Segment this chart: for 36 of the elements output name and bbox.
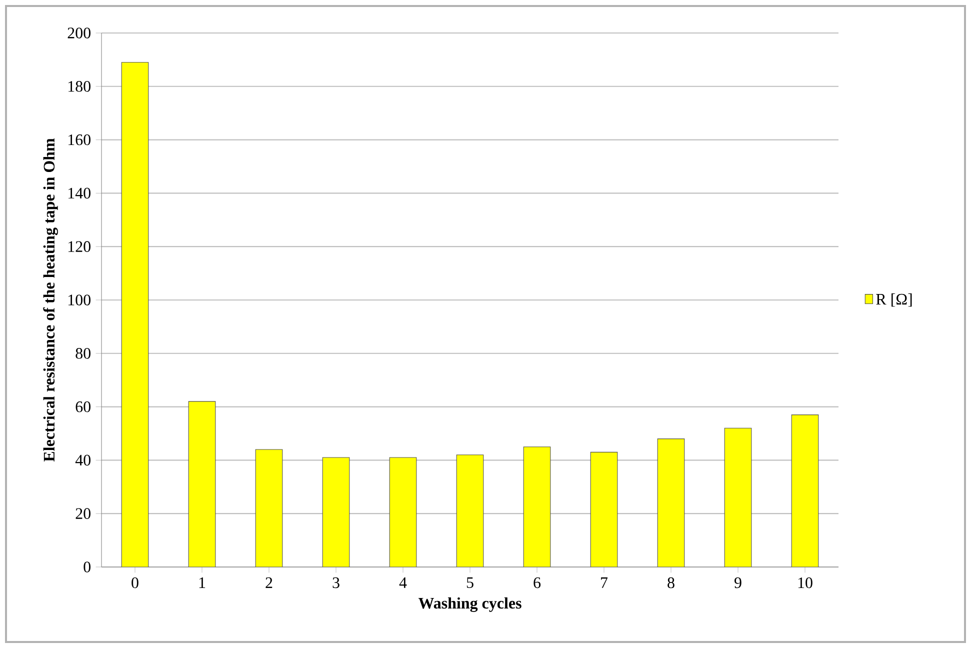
x-tick-label: 7 xyxy=(601,577,608,588)
x-tick-label: 1 xyxy=(199,577,206,588)
bar xyxy=(121,62,149,567)
x-tick-label: 10 xyxy=(798,577,812,588)
bar xyxy=(590,452,618,567)
x-axis-title: Washing cycles xyxy=(418,597,522,612)
x-tick-label: 5 xyxy=(466,577,474,588)
y-tick-label: 120 xyxy=(68,241,90,252)
bar xyxy=(389,457,417,567)
y-tick-label: 20 xyxy=(76,508,90,519)
y-tick-label: 200 xyxy=(68,28,90,38)
y-tick-label: 100 xyxy=(68,294,90,306)
y-tick-label: 40 xyxy=(75,454,90,466)
y-tick-label: 180 xyxy=(68,80,90,92)
y-tick-label: 140 xyxy=(68,188,90,199)
legend-label: R [Ω] xyxy=(876,293,912,307)
x-tick-label: 6 xyxy=(534,577,541,588)
bar xyxy=(657,438,685,567)
bar xyxy=(322,457,350,567)
x-tick-label: 9 xyxy=(734,577,742,588)
bar xyxy=(456,454,484,567)
bar xyxy=(188,401,216,567)
x-tick-label: 4 xyxy=(399,577,407,588)
x-tick-label: 8 xyxy=(668,577,674,588)
bar xyxy=(724,428,752,567)
y-tick-label: 160 xyxy=(68,134,90,146)
x-tick-label: 0 xyxy=(132,577,138,588)
y-axis-title: Electrical resistance of the heating tape in Ohm xyxy=(43,138,58,462)
bar xyxy=(791,414,819,567)
y-tick-label: 0 xyxy=(84,562,90,572)
y-tick-label: 80 xyxy=(76,348,90,359)
y-tick-label: 60 xyxy=(76,401,90,412)
bar xyxy=(523,446,551,567)
x-tick-label: 2 xyxy=(266,577,272,588)
bar xyxy=(255,449,283,567)
x-tick-label: 3 xyxy=(332,577,340,588)
